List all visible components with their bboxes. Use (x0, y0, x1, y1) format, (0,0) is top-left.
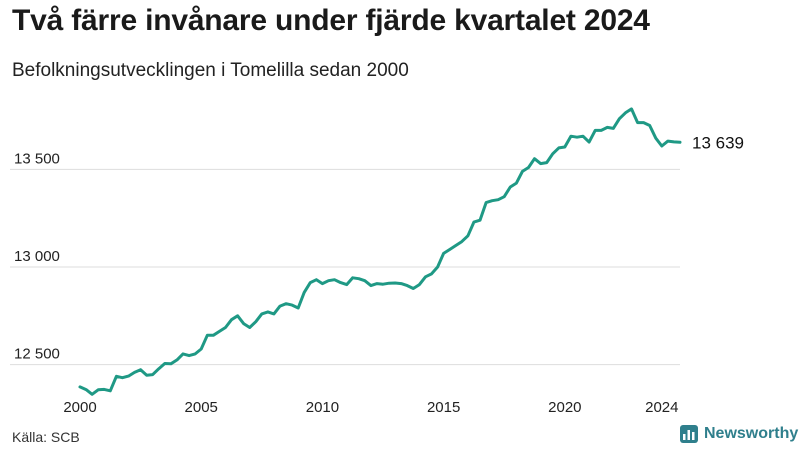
y-tick-label: 13 000 (14, 248, 60, 265)
x-tick-label: 2020 (548, 399, 581, 416)
data-labels: 13 639 (692, 133, 744, 152)
chart-title: Två färre invånare under fjärde kvartale… (12, 4, 650, 37)
end-value-label: 13 639 (692, 133, 744, 152)
y-tick-label: 13 500 (14, 150, 60, 167)
x-axis-ticks: 2000 2005 2010 2015 2020 2024 (63, 399, 678, 416)
brand-logo[interactable]: Newsworthy (680, 425, 798, 443)
y-axis-ticks: 12 500 13 000 13 500 (14, 150, 60, 362)
series-line (78, 107, 682, 396)
gridlines (10, 168, 680, 366)
bar-chart-icon (680, 425, 698, 443)
y-tick-label: 12 500 (14, 346, 60, 363)
source-note: Källa: SCB (12, 429, 80, 445)
series-polyline (78, 107, 682, 396)
brand-name: Newsworthy (704, 425, 799, 442)
x-tick-label: 2015 (427, 399, 460, 416)
chart-subtitle: Befolkningsutvecklingen i Tomelilla seda… (12, 60, 409, 81)
x-tick-label: 2024 (645, 399, 678, 416)
x-tick-label: 2005 (185, 399, 218, 416)
x-tick-label: 2010 (306, 399, 339, 416)
x-tick-label: 2000 (63, 399, 96, 416)
